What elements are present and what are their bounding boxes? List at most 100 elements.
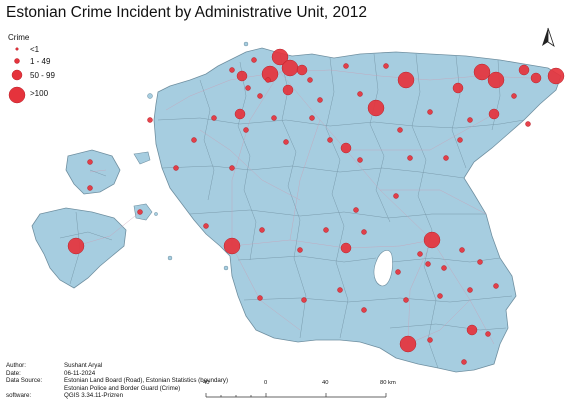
crime-symbol xyxy=(266,78,271,83)
crime-symbol xyxy=(192,138,197,143)
islet xyxy=(244,42,248,46)
crime-symbol xyxy=(328,138,333,143)
crime-symbol xyxy=(531,73,541,83)
crime-symbol xyxy=(468,288,473,293)
legend-symbol xyxy=(16,48,19,51)
crime-symbol xyxy=(368,100,384,116)
crime-symbol xyxy=(230,68,235,73)
credit-row: Date: 06-11-2024 xyxy=(6,370,228,378)
legend-label-gt100: >100 xyxy=(30,89,48,98)
crime-symbol xyxy=(404,298,409,303)
credit-row: Data Source: Estonian Land Board (Road), … xyxy=(6,377,228,385)
crime-symbol xyxy=(302,298,307,303)
crime-symbol xyxy=(308,78,313,83)
crime-symbol xyxy=(297,65,307,75)
crime-symbol xyxy=(384,64,389,69)
map-title: Estonian Crime Incident by Administrativ… xyxy=(6,4,367,22)
crime-symbol xyxy=(258,94,263,99)
crime-symbol xyxy=(408,156,413,161)
crime-symbol xyxy=(438,294,443,299)
crime-symbol xyxy=(428,338,433,343)
crime-symbol xyxy=(467,325,477,335)
crime-symbol xyxy=(426,262,431,267)
crime-symbol xyxy=(230,166,235,171)
crime-symbol xyxy=(212,116,217,121)
author-value: Sushant Aryal xyxy=(64,362,102,370)
software-value: QGIS 3.34.11-Prizren xyxy=(64,392,123,400)
crime-symbol xyxy=(324,228,329,233)
legend-label-50-99: 50 - 99 xyxy=(30,71,55,80)
crime-symbol xyxy=(418,252,423,257)
legend-title: Crime xyxy=(8,33,29,42)
scale-label: 0 xyxy=(264,380,267,386)
crime-symbol xyxy=(428,110,433,115)
crime-symbol xyxy=(488,72,504,88)
crime-symbol xyxy=(224,238,240,254)
crime-symbol xyxy=(358,158,363,163)
crime-symbol xyxy=(462,360,467,365)
crime-symbol xyxy=(486,332,491,337)
crime-symbol xyxy=(394,194,399,199)
legend-symbols xyxy=(9,48,25,103)
crime-symbol xyxy=(362,308,367,313)
date-value: 06-11-2024 xyxy=(64,370,95,378)
islet xyxy=(154,212,157,215)
crime-symbol xyxy=(444,156,449,161)
crime-symbol xyxy=(460,248,465,253)
crime-symbol xyxy=(398,128,403,133)
legend-label-1-49: 1 - 49 xyxy=(30,57,50,66)
crime-symbol xyxy=(398,72,414,88)
crime-symbol xyxy=(284,140,289,145)
crime-symbol xyxy=(88,160,93,165)
scale-bar xyxy=(206,393,386,397)
legend-label-lt1: <1 xyxy=(30,45,39,54)
crime-symbol xyxy=(396,270,401,275)
crime-symbol xyxy=(310,116,315,121)
legend-symbol xyxy=(9,87,25,103)
scale-label: 40 xyxy=(203,380,209,386)
crime-symbol xyxy=(453,83,463,93)
crime-symbol xyxy=(494,284,499,289)
crime-symbol xyxy=(478,260,483,265)
crime-symbol xyxy=(442,266,447,271)
credits: Author: Sushant Aryal Date: 06-11-2024 Dat… xyxy=(6,362,228,400)
crime-symbol xyxy=(489,109,499,119)
crime-symbol xyxy=(318,98,323,103)
credit-row: software: QGIS 3.34.11-Prizren xyxy=(6,392,228,400)
scale-label: 80 km xyxy=(380,380,396,386)
crime-symbol xyxy=(260,228,265,233)
crime-symbol xyxy=(341,243,351,253)
crime-symbol xyxy=(358,92,363,97)
crime-symbol xyxy=(244,128,249,133)
crime-symbol xyxy=(400,336,416,352)
crime-symbol xyxy=(548,68,564,84)
islet xyxy=(148,94,153,99)
scale-label: 40 xyxy=(322,380,328,386)
credit-row: Estonian Police and Border Guard (Crime) xyxy=(6,385,228,393)
crime-symbol xyxy=(526,122,531,127)
island-muhu xyxy=(134,204,152,220)
crime-symbol xyxy=(204,224,209,229)
source-value-2: Estonian Police and Border Guard (Crime) xyxy=(64,385,180,393)
crime-symbol xyxy=(282,60,298,76)
crime-symbol xyxy=(138,210,143,215)
crime-symbol xyxy=(283,85,293,95)
crime-symbol xyxy=(354,208,359,213)
north-arrow-icon xyxy=(542,28,554,46)
island-hiiumaa xyxy=(66,150,120,194)
crime-symbol xyxy=(258,296,263,301)
crime-symbol xyxy=(272,116,277,121)
crime-symbol xyxy=(246,86,251,91)
crime-symbol xyxy=(512,94,517,99)
crime-symbol xyxy=(458,138,463,143)
crime-symbol xyxy=(344,64,349,69)
crime-symbol xyxy=(474,64,490,80)
legend-symbol xyxy=(12,70,22,80)
credit-row: Author: Sushant Aryal xyxy=(6,362,228,370)
crime-symbol xyxy=(341,143,351,153)
crime-symbol xyxy=(338,288,343,293)
island-vormsi xyxy=(134,152,150,164)
islet xyxy=(168,256,172,260)
crime-symbol xyxy=(468,118,473,123)
